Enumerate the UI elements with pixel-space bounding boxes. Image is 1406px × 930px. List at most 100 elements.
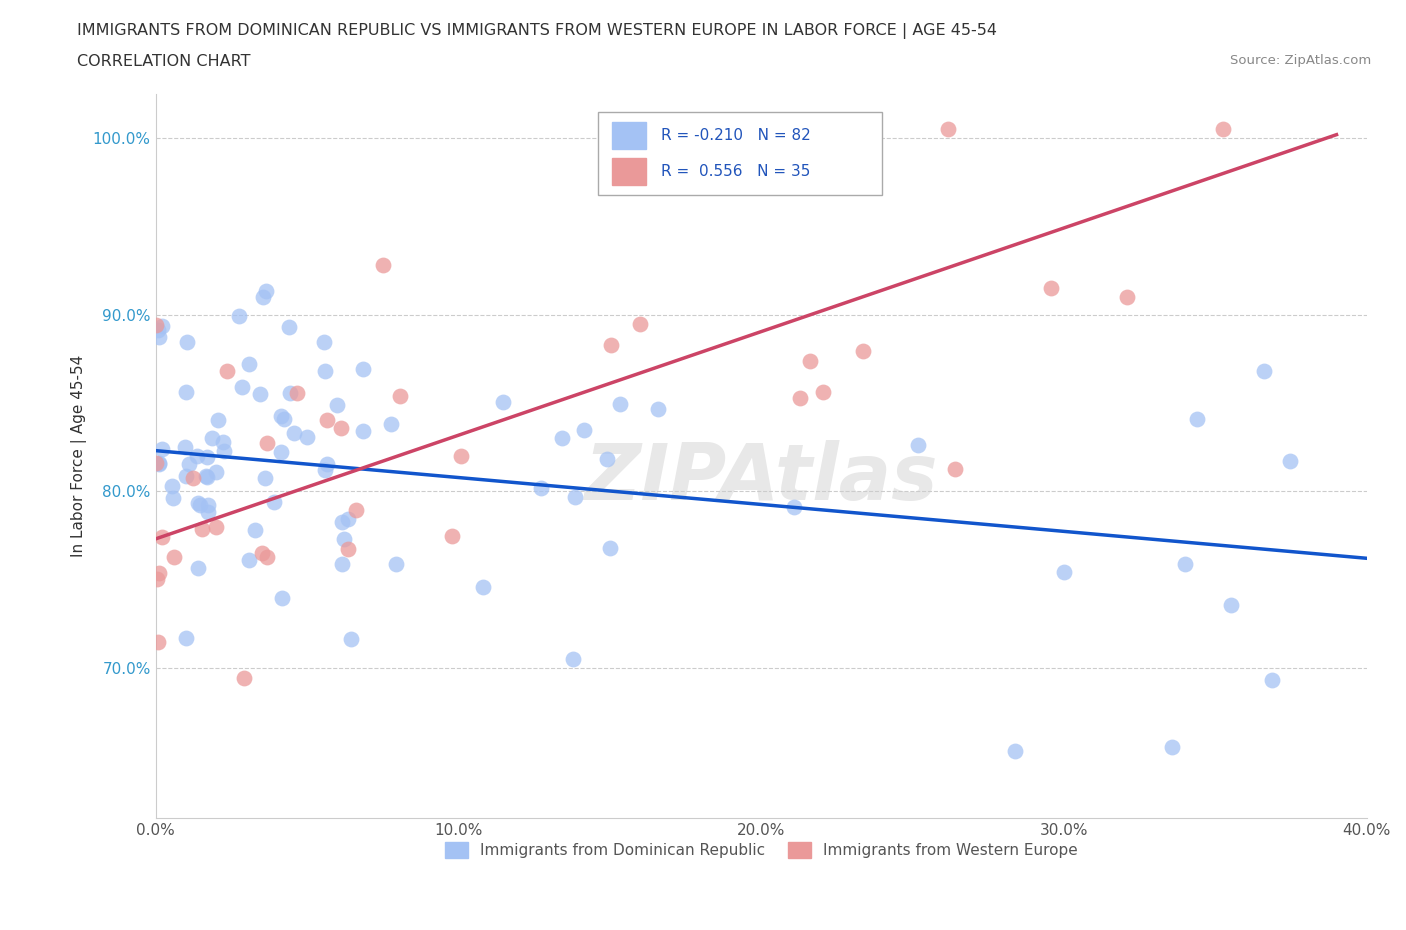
Point <box>1115 289 1137 304</box>
Point <box>329 420 352 435</box>
Point <box>813 385 835 400</box>
Point <box>187 496 209 511</box>
Point <box>162 490 184 505</box>
Point <box>530 481 553 496</box>
Point <box>212 444 235 458</box>
Point <box>596 451 619 466</box>
Point <box>628 316 651 331</box>
Point <box>1261 672 1284 687</box>
Point <box>252 289 274 304</box>
Text: Source: ZipAtlas.com: Source: ZipAtlas.com <box>1230 54 1371 67</box>
Point <box>145 318 167 333</box>
Point <box>146 572 169 587</box>
Point <box>1212 122 1234 137</box>
Point <box>312 334 335 349</box>
Point <box>243 523 266 538</box>
Point <box>1004 743 1026 758</box>
Point <box>572 422 595 437</box>
Point <box>1053 565 1076 579</box>
Point <box>278 320 301 335</box>
Point <box>271 591 294 605</box>
Point <box>187 561 209 576</box>
Point <box>191 522 214 537</box>
Point <box>256 550 278 565</box>
Point <box>228 309 250 324</box>
Text: CORRELATION CHART: CORRELATION CHART <box>77 54 250 69</box>
Point <box>492 395 515 410</box>
Legend: Immigrants from Dominican Republic, Immigrants from Western Europe: Immigrants from Dominican Republic, Immi… <box>439 836 1084 864</box>
Point <box>337 542 360 557</box>
Point <box>1174 556 1197 571</box>
Point <box>344 503 367 518</box>
Point <box>256 435 278 450</box>
Point <box>441 528 464 543</box>
Point <box>332 532 354 547</box>
Point <box>148 330 170 345</box>
Point <box>195 470 218 485</box>
Point <box>564 489 586 504</box>
Point <box>647 402 669 417</box>
Point <box>197 498 219 512</box>
Point <box>340 632 363 647</box>
Point <box>152 442 174 457</box>
Point <box>1040 280 1063 295</box>
Point <box>162 478 184 493</box>
Point <box>283 425 305 440</box>
Point <box>270 408 292 423</box>
Point <box>371 258 394 272</box>
Point <box>231 379 253 394</box>
Point <box>330 556 353 571</box>
Point <box>472 579 495 594</box>
Point <box>278 385 301 400</box>
Point <box>238 552 260 567</box>
Point <box>1220 597 1243 612</box>
Point <box>249 386 271 401</box>
Point <box>1185 411 1208 426</box>
Point <box>1160 739 1182 754</box>
Point <box>217 364 239 379</box>
Point <box>148 565 170 580</box>
Point <box>250 546 273 561</box>
Point <box>783 499 806 514</box>
Point <box>1279 453 1302 468</box>
Point <box>352 362 374 377</box>
Point <box>336 512 359 526</box>
Point <box>150 319 173 334</box>
Point <box>195 449 218 464</box>
Point <box>201 431 224 445</box>
Point <box>232 671 254 685</box>
Point <box>380 417 402 432</box>
Point <box>297 429 319 444</box>
Point <box>163 550 186 565</box>
Point <box>388 389 411 404</box>
Point <box>148 456 170 471</box>
Point <box>253 471 276 485</box>
Text: IMMIGRANTS FROM DOMINICAN REPUBLIC VS IMMIGRANTS FROM WESTERN EUROPE IN LABOR FO: IMMIGRANTS FROM DOMINICAN REPUBLIC VS IM… <box>77 23 997 39</box>
Point <box>238 357 260 372</box>
Point <box>207 412 229 427</box>
Point <box>799 354 821 369</box>
Point <box>181 471 204 485</box>
Point <box>599 540 621 555</box>
Point <box>188 498 211 512</box>
Point <box>316 413 339 428</box>
Point <box>152 529 174 544</box>
Point <box>314 463 336 478</box>
Point <box>204 520 226 535</box>
Point <box>148 457 170 472</box>
Point <box>176 335 198 350</box>
Point <box>385 557 408 572</box>
Point <box>330 515 353 530</box>
FancyBboxPatch shape <box>612 158 647 185</box>
Point <box>943 462 966 477</box>
Point <box>789 391 811 405</box>
Point <box>316 457 339 472</box>
Point <box>562 652 585 667</box>
Point <box>609 397 631 412</box>
Point <box>254 284 277 299</box>
Text: R = -0.210   N = 82: R = -0.210 N = 82 <box>661 127 810 143</box>
FancyBboxPatch shape <box>598 113 883 195</box>
Text: R =  0.556   N = 35: R = 0.556 N = 35 <box>661 164 810 179</box>
Point <box>325 397 347 412</box>
Point <box>551 431 574 445</box>
